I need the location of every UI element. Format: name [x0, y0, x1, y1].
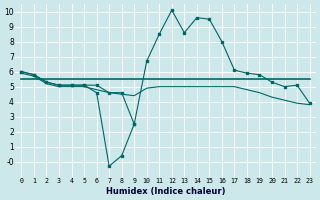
X-axis label: Humidex (Indice chaleur): Humidex (Indice chaleur) — [106, 187, 225, 196]
